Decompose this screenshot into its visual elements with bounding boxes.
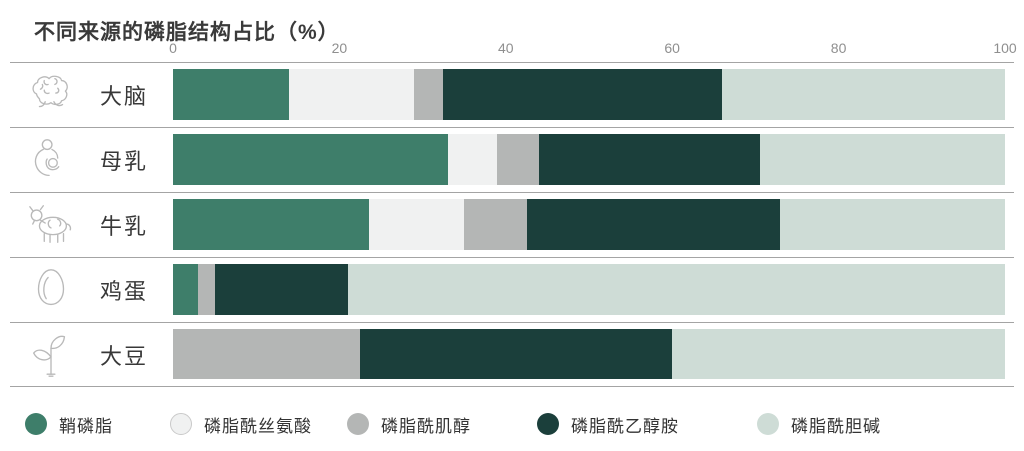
x-axis-tick-100: 100 bbox=[993, 40, 1017, 56]
breastfeeding-mother-icon bbox=[26, 135, 76, 185]
bar-segment bbox=[464, 199, 527, 250]
bar-segment bbox=[722, 69, 1005, 120]
legend-item: 磷脂酰丝氨酸 bbox=[170, 411, 312, 437]
bar-segment bbox=[447, 134, 498, 185]
stacked-bar bbox=[173, 134, 1005, 185]
x-axis-tick-20: 20 bbox=[331, 40, 348, 56]
chart-row-5: 大豆 bbox=[10, 322, 1014, 387]
x-axis-tick-0: 0 bbox=[169, 40, 177, 56]
bar-segment bbox=[173, 134, 448, 185]
legend-swatch bbox=[757, 413, 779, 435]
bar-segment bbox=[368, 199, 465, 250]
legend-label: 磷脂酰胆碱 bbox=[791, 416, 881, 436]
chart-row-2: 母乳 bbox=[10, 127, 1014, 192]
bar-segment bbox=[672, 329, 1005, 379]
legend-swatch bbox=[347, 413, 369, 435]
bar-segment bbox=[173, 199, 369, 250]
legend-label: 鞘磷脂 bbox=[59, 416, 113, 436]
bar-segment bbox=[347, 264, 1005, 315]
bar-segment bbox=[214, 264, 348, 315]
category-label: 大豆 bbox=[100, 343, 149, 369]
stacked-bar bbox=[173, 264, 1005, 315]
bar-segment bbox=[526, 199, 781, 250]
egg-icon bbox=[26, 265, 76, 315]
bar-segment bbox=[289, 69, 415, 120]
x-axis: 0 20 40 60 80 100 bbox=[169, 40, 1017, 60]
bar-segment bbox=[414, 69, 444, 120]
x-axis-tick-60: 60 bbox=[664, 40, 680, 56]
legend-label: 磷脂酰肌醇 bbox=[381, 416, 471, 436]
stacked-bar bbox=[173, 69, 1005, 120]
category-label: 大脑 bbox=[100, 84, 149, 109]
legend-item: 磷脂酰胆碱 bbox=[757, 411, 881, 437]
category-label: 母乳 bbox=[100, 149, 149, 174]
category-label: 鸡蛋 bbox=[100, 279, 149, 304]
legend-label: 磷脂酰丝氨酸 bbox=[204, 416, 312, 436]
bar-segment bbox=[759, 134, 1005, 185]
legend: 鞘磷脂 磷脂酰丝氨酸 磷脂酰肌醇 磷脂酰乙醇胺 磷脂酰胆碱 bbox=[0, 411, 1024, 439]
bar-segment bbox=[539, 134, 760, 185]
bar-segment bbox=[197, 264, 215, 315]
legend-swatch bbox=[537, 413, 559, 435]
legend-item: 鞘磷脂 bbox=[25, 411, 113, 437]
bar-segment bbox=[497, 134, 540, 185]
legend-swatch bbox=[25, 413, 47, 435]
x-axis-tick-80: 80 bbox=[830, 40, 847, 56]
bar-segment bbox=[173, 264, 198, 315]
brain-icon bbox=[26, 70, 76, 120]
x-axis-tick-40: 40 bbox=[498, 40, 514, 56]
bar-segment bbox=[173, 329, 361, 379]
chart-row-4: 鸡蛋 bbox=[10, 257, 1014, 322]
chart-row-1: 大脑 bbox=[10, 62, 1014, 127]
legend-item: 磷脂酰乙醇胺 bbox=[537, 411, 679, 437]
cow-icon bbox=[26, 200, 76, 250]
stacked-bar bbox=[173, 199, 1005, 250]
bar-segment bbox=[173, 69, 290, 120]
legend-item: 磷脂酰肌醇 bbox=[347, 411, 471, 437]
chart-title: 不同来源的磷脂结构占比（%） bbox=[34, 21, 340, 44]
sprout-icon bbox=[26, 330, 76, 380]
bar-segment bbox=[443, 69, 723, 120]
bar-segment bbox=[780, 199, 1005, 250]
stacked-bar bbox=[173, 329, 1005, 379]
category-label: 牛乳 bbox=[100, 214, 149, 239]
bar-segment bbox=[360, 329, 673, 379]
chart-row-3: 牛乳 bbox=[10, 192, 1014, 257]
legend-swatch bbox=[170, 413, 192, 435]
legend-label: 磷脂酰乙醇胺 bbox=[571, 416, 679, 436]
chart-rows: 大脑母乳牛乳鸡蛋大豆 bbox=[10, 62, 1014, 387]
